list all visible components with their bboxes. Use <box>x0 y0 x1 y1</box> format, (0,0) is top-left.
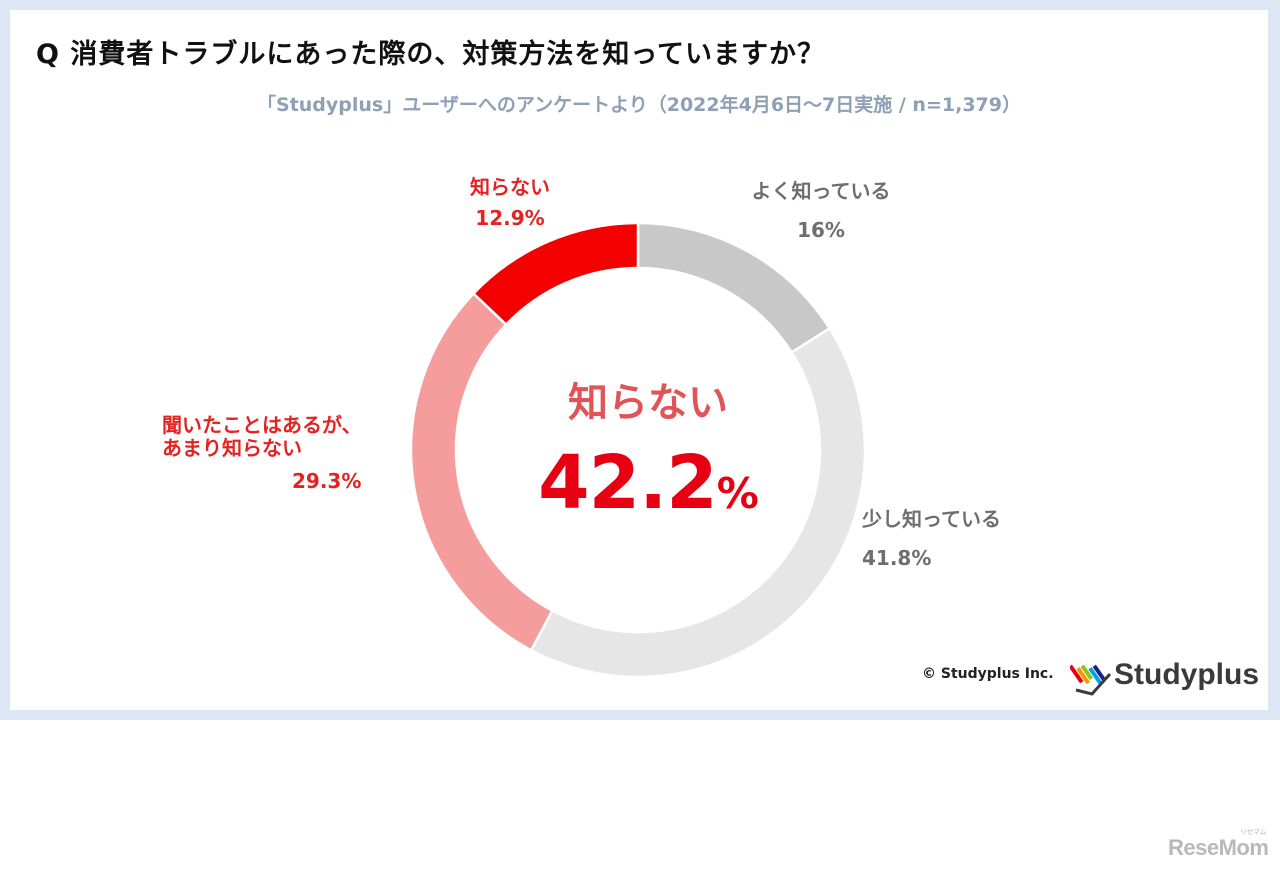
watermark-text: ReseMom <box>1168 835 1269 860</box>
center-value-number: 42.2 <box>538 440 718 526</box>
watermark-small-text: リセマム <box>1240 829 1267 836</box>
slice-label-well-known: よく知っている 16% <box>736 180 906 242</box>
chart-frame: Q 消費者トラブルにあった際の、対策方法を知っていますか？ 「Studyplus… <box>0 0 1280 720</box>
slice-label-value: 16% <box>797 218 845 242</box>
logo-underline <box>1075 672 1112 696</box>
slice-label-text: 少し知っている <box>862 507 1001 531</box>
slice-label-text: 聞いたことはあるが、 <box>162 413 362 437</box>
slice-label-value: 12.9% <box>475 206 545 230</box>
slice-label-value: 41.8% <box>862 546 932 570</box>
chart-panel: Q 消費者トラブルにあった際の、対策方法を知っていますか？ 「Studyplus… <box>10 10 1268 710</box>
resemom-watermark: ReseMom リセマム <box>1168 829 1269 861</box>
logo-stroke <box>1080 664 1094 681</box>
slice-label-somewhat-known: 少し知っている 41.8% <box>862 508 1001 570</box>
logo-stroke <box>1076 667 1090 685</box>
logo-stroke <box>1092 664 1107 682</box>
slice-unknown <box>471 221 640 327</box>
slice-somewhat-known <box>529 326 867 679</box>
copyright: © Studyplus Inc. <box>922 666 1054 682</box>
donut-chart <box>409 221 867 679</box>
studyplus-logo-text: Studyplus <box>1114 658 1260 691</box>
slice-label-heard-but-unknown: 聞いたことはあるが、 あまり知らない 29.3% <box>162 414 362 493</box>
slice-label-text: よく知っている <box>751 179 891 203</box>
studyplus-logo-icon <box>1070 664 1112 696</box>
slice-label-text: 知らない <box>470 175 550 199</box>
center-value: 42.2% <box>510 440 786 526</box>
logo-stroke <box>1088 667 1104 686</box>
slice-well-known <box>636 221 832 355</box>
slice-label-text: あまり知らない <box>162 436 302 460</box>
logo-stroke <box>1070 664 1084 684</box>
slice-label-unknown: 知らない 12.9% <box>450 176 570 230</box>
survey-subtitle: 「Studyplus」ユーザーへのアンケートより（2022年4月6日〜7日実施 … <box>257 94 1021 116</box>
question-title: Q 消費者トラブルにあった際の、対策方法を知っていますか？ <box>36 39 826 70</box>
slice-label-value: 29.3% <box>292 469 362 493</box>
center-label: 知らない <box>568 380 728 426</box>
center-value-unit: % <box>716 469 759 518</box>
